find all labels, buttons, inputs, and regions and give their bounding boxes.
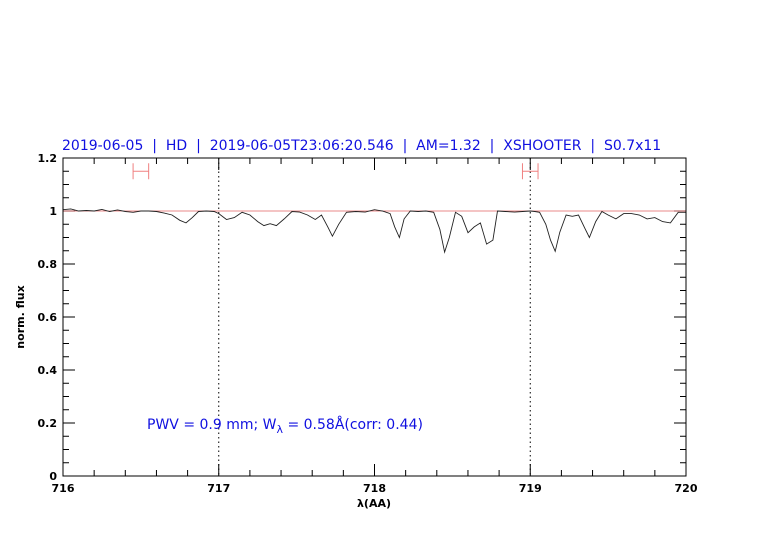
y-tick-label: 0.6 [38,311,58,324]
y-tick-label: 1 [49,205,57,218]
y-tick-label: 0 [49,470,57,483]
y-tick-label: 0.4 [38,364,58,377]
x-tick-label: 720 [675,482,698,495]
spectrum-line [62,208,686,254]
x-tick-label: 718 [363,482,386,495]
axis-ticks: 716 717 718 719 720 0 0.2 0.4 0.6 0.8 1 1.2 [38,152,698,495]
annotation-suffix: = 0.58Å(corr: 0.44) [283,416,423,433]
markers [132,158,539,476]
x-tick-label: 716 [52,482,75,495]
x-tick-label: 719 [519,482,542,495]
chart-title: 2019-06-05 | HD | 2019-06-05T23:06:20.54… [62,138,661,154]
y-tick-label: 0.8 [38,258,58,271]
annotation-subscript: λ [277,423,284,436]
x-tick-label: 717 [207,482,230,495]
y-axis-label: norm. flux [14,285,27,348]
y-tick-label: 1.2 [38,152,58,165]
y-tick-label: 0.2 [38,417,58,430]
annotation-prefix: PWV = 0.9 mm; W [147,417,277,433]
plot-frame [62,157,687,477]
x-axis-label: λ(AA) [357,497,391,510]
annotation: PWV = 0.9 mm; Wλ = 0.58Å(corr: 0.44) [147,416,423,436]
